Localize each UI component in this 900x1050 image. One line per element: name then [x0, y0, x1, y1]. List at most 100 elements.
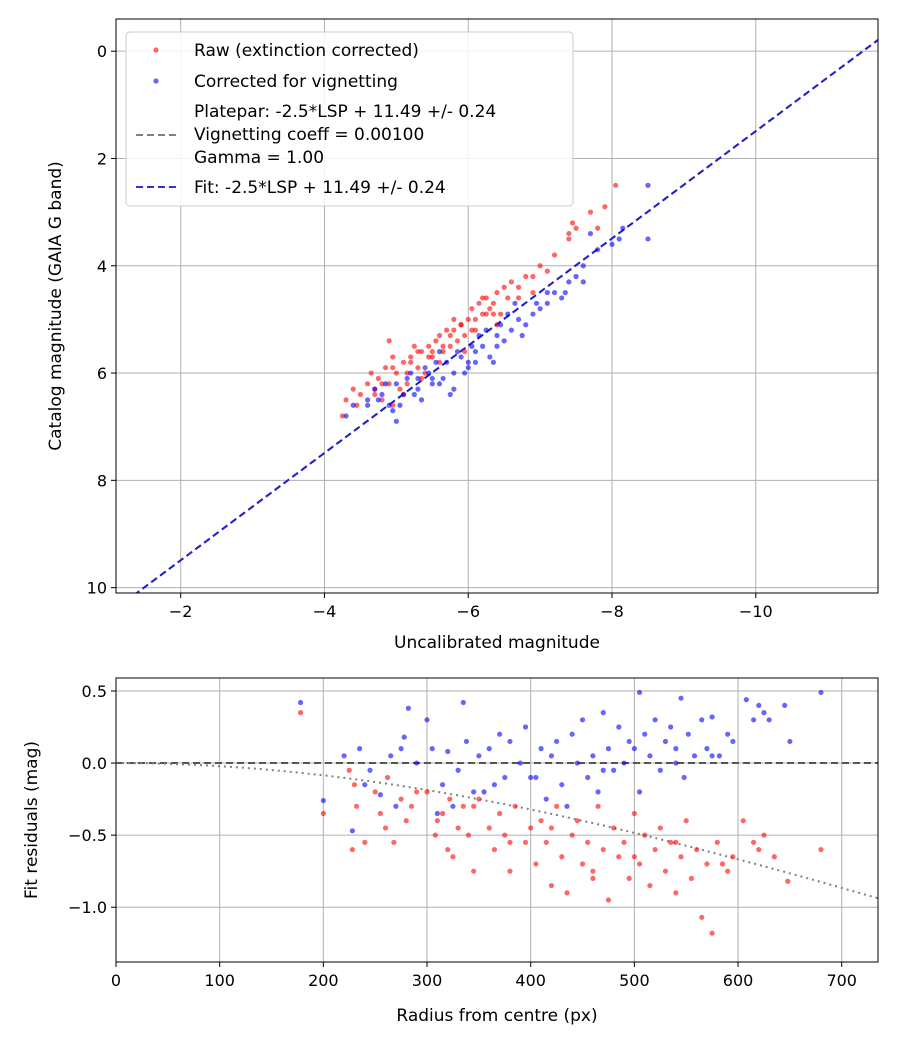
corrected-point [451, 370, 457, 376]
corrected-point [585, 774, 591, 781]
y-tick-label: 8 [97, 471, 107, 490]
corrected-point [436, 381, 443, 387]
raw-point [476, 796, 482, 802]
raw-point [515, 295, 522, 301]
corrected-point [440, 375, 446, 382]
x-tick-label: 0 [111, 971, 121, 990]
corrected-point [447, 391, 453, 398]
corrected-point [494, 343, 500, 349]
raw-point [444, 327, 450, 333]
raw-point [382, 365, 389, 371]
corrected-point [386, 402, 392, 408]
corrected-point [450, 803, 456, 809]
raw-point [432, 832, 438, 838]
corrected-point [595, 789, 601, 795]
corrected-point [471, 789, 477, 795]
raw-point [390, 365, 396, 371]
corrected-point [496, 731, 503, 737]
raw-point [818, 846, 824, 853]
corrected-point [497, 322, 504, 328]
bottom-x-ticks: 0 100 200 300 400 500 600 700 [111, 962, 857, 990]
corrected-point [297, 699, 304, 706]
corrected-point [620, 225, 626, 231]
raw-point [480, 295, 486, 301]
corrected-point [404, 375, 410, 382]
corrected-point [494, 332, 500, 339]
raw-point [688, 875, 694, 881]
corrected-point [600, 709, 606, 716]
corrected-point [616, 236, 622, 242]
raw-point [372, 391, 378, 398]
raw-point [574, 818, 580, 824]
raw-point [368, 370, 374, 376]
raw-point [613, 182, 619, 188]
corrected-point [580, 279, 586, 285]
corrected-point [372, 386, 378, 392]
raw-point [403, 818, 409, 824]
corrected-point [455, 767, 461, 773]
corrected-point [481, 789, 487, 795]
raw-point [390, 354, 396, 360]
corrected-point [621, 760, 627, 766]
corrected-point [501, 338, 507, 344]
bottom-x-axis-label: Radius from centre (px) [396, 1006, 597, 1026]
corrected-point [424, 717, 430, 723]
corrected-point [574, 760, 580, 766]
corrected-point [486, 746, 492, 752]
raw-point [429, 354, 435, 360]
corrected-point [491, 782, 498, 788]
corrected-point [439, 782, 446, 788]
corrected-point [730, 738, 736, 745]
corrected-point [320, 797, 326, 804]
raw-point [357, 391, 364, 398]
raw-point [756, 846, 762, 853]
raw-point [372, 789, 378, 795]
corrected-point [616, 724, 622, 730]
raw-point [523, 273, 529, 280]
raw-point [450, 854, 456, 860]
raw-point [440, 343, 446, 349]
y-tick-label: 0 [97, 42, 107, 61]
raw-point [393, 370, 399, 376]
raw-point [673, 839, 679, 845]
raw-point [709, 930, 715, 936]
raw-point [483, 295, 489, 301]
corrected-point [716, 753, 722, 759]
corrected-point [750, 717, 757, 723]
corrected-point [668, 724, 674, 730]
y-tick-label: 6 [97, 364, 107, 383]
raw-point [636, 861, 643, 867]
corrected-point [508, 327, 514, 333]
raw-point [704, 861, 710, 867]
x-tick-label: 500 [619, 971, 650, 990]
x-tick-label: 700 [826, 971, 857, 990]
corrected-point [652, 717, 658, 723]
corrected-point [367, 767, 373, 773]
corrected-point [611, 767, 617, 773]
corrected-point [476, 332, 482, 339]
corrected-point [429, 381, 435, 387]
raw-point [678, 854, 684, 860]
raw-point [472, 327, 479, 333]
raw-point [426, 343, 432, 349]
corrected-point [362, 782, 368, 788]
x-tick-label: −6 [456, 602, 480, 621]
raw-point [415, 348, 421, 355]
corrected-point [517, 760, 523, 766]
corrected-point [350, 402, 356, 408]
raw-point [538, 818, 544, 824]
raw-point [353, 803, 360, 809]
raw-point [595, 225, 601, 231]
raw-point [462, 332, 468, 339]
corrected-point [519, 332, 525, 339]
raw-point [642, 832, 648, 838]
y-tick-label: 10 [87, 579, 107, 598]
corrected-point [480, 343, 486, 349]
corrected-point [365, 402, 371, 408]
raw-point [771, 854, 777, 860]
raw-point [471, 803, 477, 809]
corrected-point [393, 803, 399, 809]
corrected-point [580, 263, 586, 269]
corrected-point [564, 803, 570, 809]
